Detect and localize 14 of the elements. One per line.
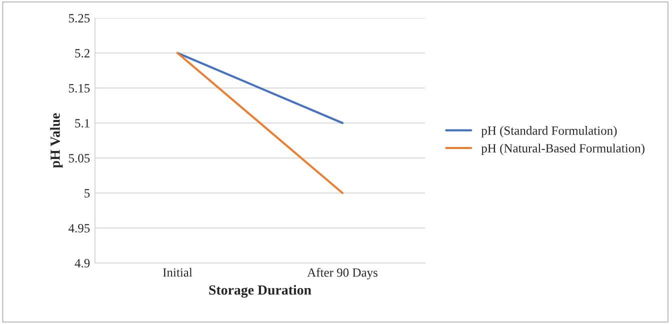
x-tick-label: After 90 Days [307, 268, 378, 280]
y-tick-label: 4.95 [68, 224, 90, 233]
y-tick-label: 5.2 [75, 49, 90, 58]
y-tick-label: 5.25 [68, 14, 90, 23]
x-axis-title: Storage Duration [209, 284, 312, 298]
y-axis-title: pH Value [50, 113, 63, 168]
y-tick-label: 4.9 [74, 259, 90, 268]
y-tick-label: 5 [84, 189, 90, 198]
x-tick-label: Initial [163, 268, 192, 277]
y-tick-label: 5.05 [68, 154, 90, 163]
legend-label: pH (Natural-Based Formulation) [481, 144, 644, 156]
y-tick-label: 5.15 [68, 84, 90, 93]
y-tick-label: 5.1 [75, 119, 90, 128]
legend-label: pH (Standard Formulation) [481, 126, 617, 138]
